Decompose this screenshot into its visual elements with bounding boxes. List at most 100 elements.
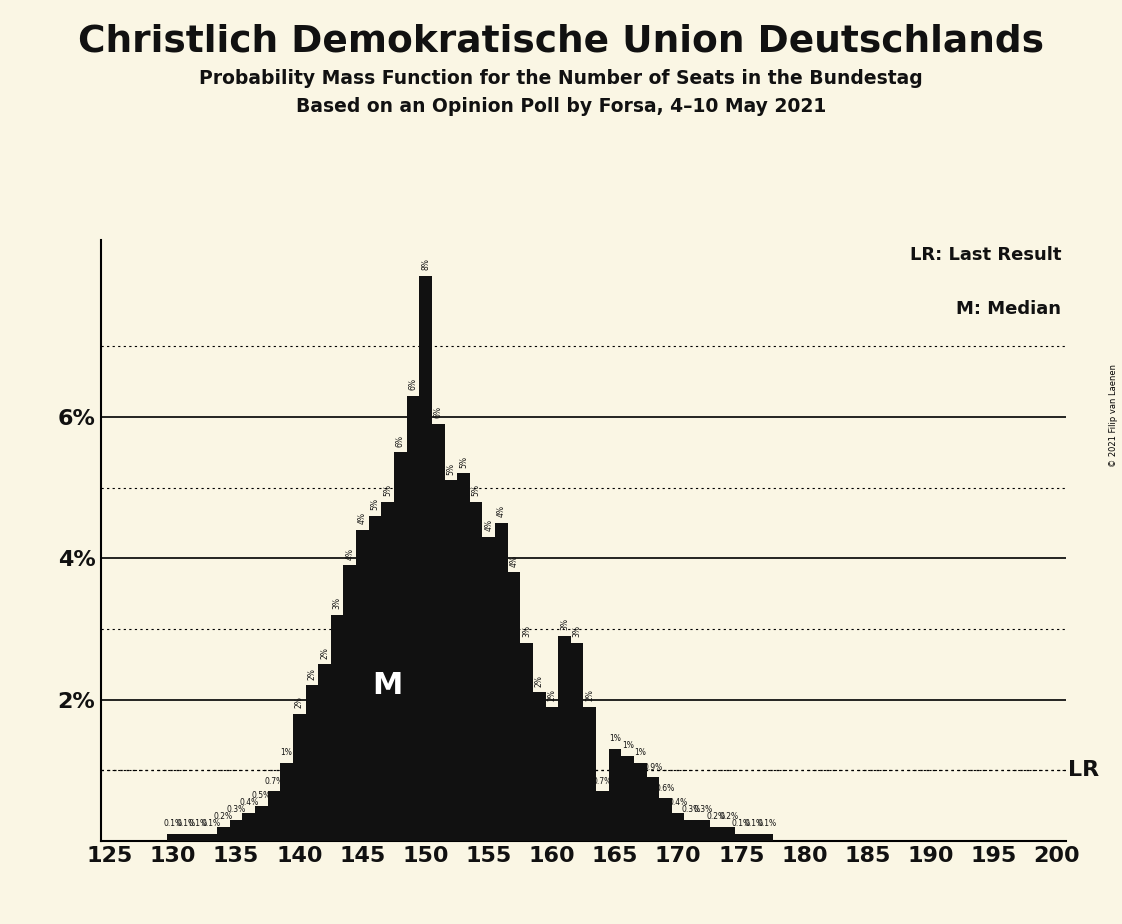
Text: 0.1%: 0.1% [176, 819, 195, 828]
Text: 0.7%: 0.7% [592, 777, 611, 785]
Text: LR: LR [1068, 760, 1098, 780]
Text: 8%: 8% [421, 258, 430, 270]
Text: LR: Last Result: LR: Last Result [910, 246, 1061, 264]
Bar [319, 664, 331, 841]
Text: 0.2%: 0.2% [719, 812, 738, 821]
Text: 4%: 4% [485, 519, 494, 531]
Bar [406, 395, 420, 841]
Text: 0.6%: 0.6% [656, 784, 675, 793]
Text: 2%: 2% [535, 675, 544, 687]
Text: 0.4%: 0.4% [239, 798, 258, 807]
Bar [242, 812, 255, 841]
Text: 0.3%: 0.3% [681, 805, 700, 814]
Text: 2%: 2% [320, 647, 329, 659]
Bar [255, 806, 268, 841]
Bar [495, 523, 507, 841]
Text: 5%: 5% [447, 463, 456, 475]
Bar [381, 502, 394, 841]
Text: 4%: 4% [509, 554, 518, 566]
Bar [697, 820, 710, 841]
Bar [167, 833, 180, 841]
Bar [356, 530, 369, 841]
Text: 6%: 6% [408, 378, 417, 390]
Bar [470, 502, 482, 841]
Bar [343, 565, 356, 841]
Bar [457, 473, 470, 841]
Text: 4%: 4% [497, 505, 506, 517]
Text: 0.3%: 0.3% [693, 805, 714, 814]
Bar [571, 643, 583, 841]
Bar [180, 833, 192, 841]
Bar [710, 827, 723, 841]
Bar [735, 833, 747, 841]
Bar [305, 686, 319, 841]
Bar [609, 749, 622, 841]
Text: © 2021 Filip van Laenen: © 2021 Filip van Laenen [1109, 364, 1118, 468]
Text: 5%: 5% [471, 484, 480, 496]
Bar [634, 763, 646, 841]
Text: 0.1%: 0.1% [744, 819, 763, 828]
Text: 0.9%: 0.9% [643, 762, 662, 772]
Text: 5%: 5% [370, 498, 379, 510]
Text: 0.2%: 0.2% [214, 812, 233, 821]
Bar [420, 275, 432, 841]
Text: 0.1%: 0.1% [188, 819, 208, 828]
Text: 0.1%: 0.1% [732, 819, 751, 828]
Text: 0.5%: 0.5% [251, 791, 272, 800]
Text: 6%: 6% [434, 407, 443, 419]
Bar [192, 833, 204, 841]
Text: Based on an Opinion Poll by Forsa, 4–10 May 2021: Based on an Opinion Poll by Forsa, 4–10 … [296, 97, 826, 116]
Bar [507, 572, 521, 841]
Bar [672, 812, 684, 841]
Bar [369, 516, 381, 841]
Text: M: M [373, 671, 403, 699]
Text: 4%: 4% [346, 548, 355, 560]
Bar [521, 643, 533, 841]
Text: 5%: 5% [384, 484, 393, 496]
Bar [684, 820, 697, 841]
Bar [204, 833, 218, 841]
Bar [646, 777, 660, 841]
Bar [747, 833, 761, 841]
Text: 1%: 1% [622, 741, 634, 750]
Text: 3%: 3% [572, 626, 581, 638]
Bar [545, 707, 558, 841]
Bar [583, 707, 596, 841]
Bar [331, 614, 343, 841]
Bar [293, 713, 305, 841]
Bar [558, 636, 571, 841]
Text: 2%: 2% [586, 689, 595, 701]
Text: 5%: 5% [459, 456, 468, 468]
Text: 0.2%: 0.2% [707, 812, 726, 821]
Text: 2%: 2% [295, 696, 304, 708]
Bar [444, 480, 457, 841]
Text: 6%: 6% [396, 434, 405, 446]
Bar [268, 791, 280, 841]
Text: 3%: 3% [560, 618, 569, 630]
Bar [622, 756, 634, 841]
Text: 0.1%: 0.1% [201, 819, 220, 828]
Text: 3%: 3% [522, 626, 531, 638]
Bar [596, 791, 609, 841]
Bar [230, 820, 242, 841]
Text: 3%: 3% [332, 597, 342, 609]
Text: 0.7%: 0.7% [265, 777, 284, 785]
Text: M: Median: M: Median [956, 300, 1061, 318]
Bar [482, 537, 495, 841]
Bar [280, 763, 293, 841]
Text: 2%: 2% [548, 689, 557, 701]
Bar [533, 692, 545, 841]
Text: 0.3%: 0.3% [227, 805, 246, 814]
Bar [394, 452, 406, 841]
Text: 0.1%: 0.1% [757, 819, 776, 828]
Text: 2%: 2% [307, 668, 316, 680]
Text: 0.4%: 0.4% [669, 798, 688, 807]
Text: 1%: 1% [280, 748, 293, 758]
Bar [761, 833, 773, 841]
Bar [432, 424, 444, 841]
Text: 0.1%: 0.1% [164, 819, 183, 828]
Bar [218, 827, 230, 841]
Text: Christlich Demokratische Union Deutschlands: Christlich Demokratische Union Deutschla… [79, 23, 1043, 59]
Text: Probability Mass Function for the Number of Seats in the Bundestag: Probability Mass Function for the Number… [199, 69, 923, 89]
Bar [723, 827, 735, 841]
